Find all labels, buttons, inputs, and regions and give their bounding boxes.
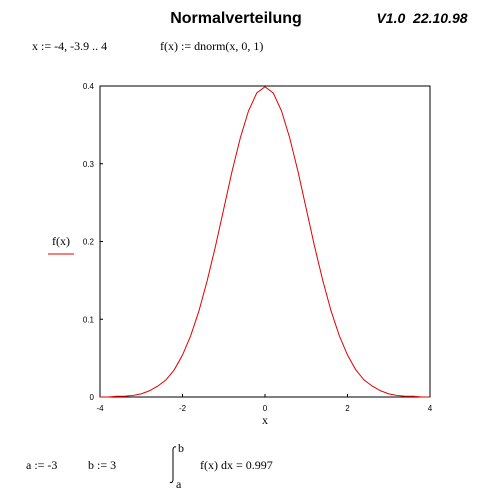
integral-result: f(x) dx = 0.997 (200, 458, 273, 472)
y-tick-label: 0.2 (83, 238, 95, 247)
x-axis-label: x (262, 413, 268, 427)
integral-sign (169, 446, 177, 484)
function-definition: f(x) := dnorm(x, 0, 1) (160, 39, 263, 53)
upper-limit: b (178, 441, 184, 455)
x-tick-label: -2 (179, 404, 187, 413)
range-definition: x := -4, -3.9 .. 4 (32, 39, 107, 53)
y-tick-label: 0.3 (83, 160, 95, 169)
b-definition: b := 3 (88, 458, 116, 472)
x-tick-label: 0 (263, 404, 268, 413)
curve (100, 86, 430, 398)
y-tick-label: 0 (90, 393, 95, 402)
x-tick-label: -4 (96, 404, 104, 413)
x-tick-label: 4 (428, 404, 433, 413)
legend-label: f(x) (52, 234, 70, 248)
a-definition: a := -3 (26, 458, 57, 472)
lower-limit: a (176, 477, 182, 491)
x-tick-label: 2 (345, 404, 350, 413)
version: V1.0 22.10.98 (376, 10, 467, 26)
title: Normalverteilung (170, 10, 302, 27)
y-tick-label: 0.1 (83, 315, 95, 324)
y-tick-label: 0.4 (83, 82, 95, 91)
